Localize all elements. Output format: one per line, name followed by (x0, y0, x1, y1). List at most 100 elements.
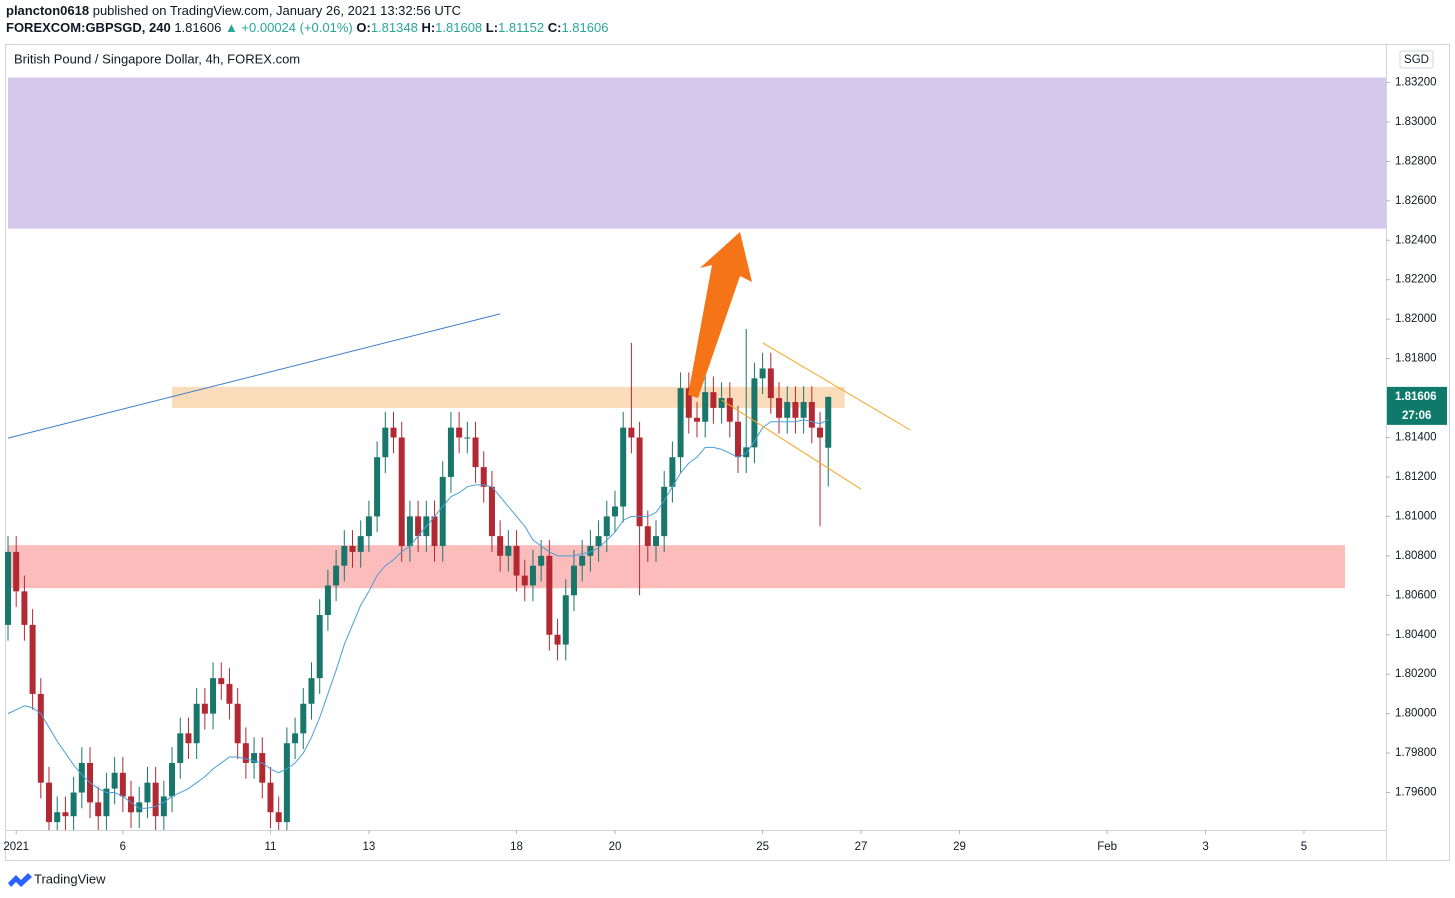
candle-body (611, 506, 618, 517)
candle-body (5, 551, 11, 625)
published: published on TradingView.com, January 26… (93, 3, 461, 18)
candle-body (152, 782, 159, 817)
candle-body (382, 427, 389, 458)
x-tick-label: 11 (264, 841, 276, 853)
plot (5, 77, 1386, 830)
candle-body (735, 421, 742, 458)
candle-body (447, 427, 454, 477)
zone (172, 386, 845, 408)
o-label: O: (356, 20, 370, 35)
y-tick-label: 1.83000 (1395, 116, 1437, 128)
candle-body (538, 555, 545, 566)
candle-body (800, 401, 807, 418)
candle-body (201, 703, 208, 714)
candle-body (817, 427, 824, 438)
candle-body (456, 427, 463, 438)
candle-body (374, 457, 381, 517)
x-tick-label: 20 (609, 841, 622, 853)
candle-body (300, 703, 307, 734)
candle-body (267, 782, 274, 813)
candle-body (808, 401, 815, 428)
trend-line (721, 399, 862, 490)
candle-body (46, 782, 53, 823)
candle-body (603, 516, 610, 537)
candle-body (472, 437, 479, 468)
y-tick-label: 1.83200 (1395, 77, 1437, 89)
candle-body (95, 802, 102, 817)
y-tick-label: 1.81400 (1395, 432, 1437, 444)
candle-body (726, 398, 733, 422)
candle-body (333, 565, 340, 586)
candle-body (316, 615, 323, 679)
x-tick-label: 25 (756, 841, 769, 853)
candle-body (694, 417, 700, 422)
o: 1.81348 (371, 20, 418, 35)
candle-body (628, 427, 635, 438)
candle-body (587, 545, 594, 556)
h-label: H: (421, 20, 435, 35)
candle-body (595, 536, 602, 546)
x-tick-label: Feb (1097, 841, 1117, 853)
candle-body (185, 733, 192, 744)
candle-body (644, 526, 651, 546)
trend-line (7, 313, 501, 439)
y-tick-label: 1.81000 (1395, 510, 1437, 522)
candle-body (661, 486, 668, 537)
y-tick-label: 1.82400 (1395, 234, 1437, 246)
candle-body (349, 545, 356, 552)
y-tick-label: 1.82800 (1395, 155, 1437, 167)
candle-body (54, 812, 61, 823)
moving-average (7, 419, 829, 809)
candle-body (242, 743, 249, 763)
candle-body (677, 388, 684, 458)
y-tick-label: 1.79600 (1395, 787, 1437, 799)
currency: SGD (1404, 54, 1429, 66)
candle-body (226, 684, 233, 704)
candle-body (275, 812, 282, 823)
candle-body (144, 782, 151, 803)
y-tick-label: 1.80800 (1395, 550, 1437, 562)
header-line-2: FOREXCOM:GBPSGD, 240 1.81606 ▲ +0.00024 … (6, 20, 608, 35)
y-tick-label: 1.80000 (1395, 708, 1437, 720)
candle-body (177, 733, 184, 763)
candle-body (259, 753, 266, 783)
x-tick-label: 13 (363, 841, 376, 853)
candle-body (636, 437, 643, 527)
countdown: 27:06 (1402, 410, 1431, 422)
arrow (688, 232, 752, 398)
candle-body (324, 585, 331, 616)
candle-body (21, 591, 28, 625)
candle-body (292, 733, 299, 744)
candle-body (570, 565, 577, 596)
candle-body (579, 555, 586, 566)
candle-body (669, 457, 676, 487)
currency-box (1399, 50, 1434, 69)
header-line-1: plancton0618 published on TradingView.co… (6, 3, 461, 18)
chart-title: British Pound / Singapore Dollar, 4h, FO… (14, 51, 300, 66)
candle-body (119, 772, 126, 797)
candle-body (78, 762, 85, 793)
candle-body (529, 565, 536, 586)
candle-body (308, 678, 315, 704)
x-tick-label: 2021 (3, 841, 29, 853)
tv-logo (8, 873, 32, 887)
candle-body (283, 743, 290, 823)
zone (8, 545, 1345, 589)
last-price-box (1387, 386, 1447, 425)
brand: TradingView (34, 871, 106, 886)
l: 1.81152 (498, 20, 544, 35)
candle-body (160, 796, 167, 817)
y-tick-label: 1.82600 (1395, 195, 1437, 207)
x-tick-label: 18 (510, 841, 523, 853)
candle-body (37, 693, 44, 783)
candle-body (398, 437, 405, 546)
x-tick-label: 29 (953, 841, 966, 853)
y-tick-label: 1.79800 (1395, 747, 1437, 759)
candle-body (488, 486, 495, 537)
x-tick-label: 27 (855, 841, 868, 853)
last-price-label: 1.81606 (1395, 391, 1437, 403)
candle-body (415, 516, 422, 537)
y-tick-label: 1.80400 (1395, 629, 1437, 641)
